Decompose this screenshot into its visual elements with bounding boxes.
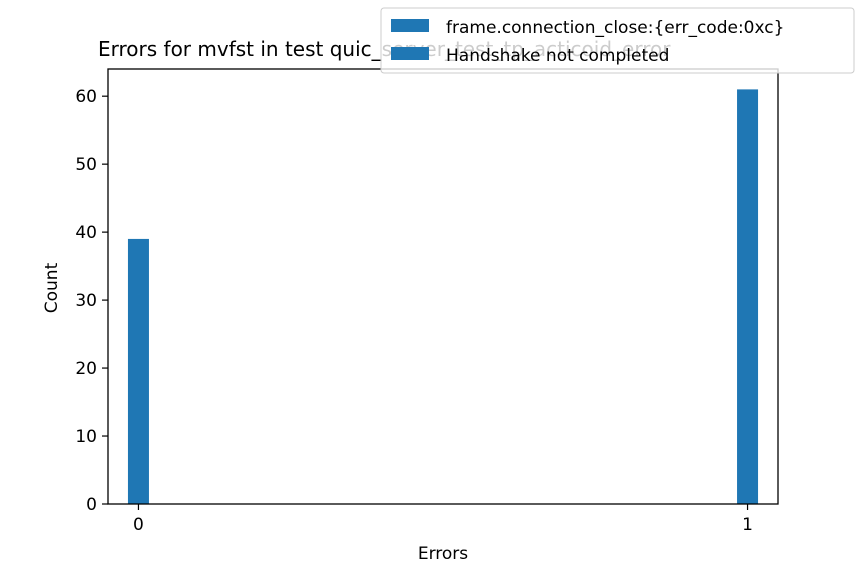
y-tick-label-0: 0	[86, 495, 97, 515]
legend-swatch-1	[391, 47, 429, 60]
y-tick-label-10: 10	[75, 427, 97, 447]
y-tick-label-30: 30	[75, 291, 97, 311]
y-tick-label-40: 40	[75, 223, 97, 243]
x-tick-label-1: 1	[742, 515, 753, 535]
legend-box	[380, 7, 855, 74]
axes-frame	[107, 68, 779, 505]
legend-label-0: frame.connection_close:{err_code:0xc}	[446, 18, 784, 38]
bar-1	[737, 89, 759, 504]
x-tick-label-0: 0	[133, 515, 144, 535]
legend-label-1: Handshake not completed	[446, 46, 669, 66]
y-tick-label-20: 20	[75, 359, 97, 379]
legend: frame.connection_close:{err_code:0xc} Han…	[380, 7, 855, 74]
legend-swatch-0	[391, 19, 429, 32]
x-axis-label: Errors	[418, 544, 468, 564]
y-tick-label-50: 50	[75, 155, 97, 175]
y-axis-label: Count	[42, 262, 62, 313]
y-tick-label-60: 60	[75, 87, 97, 107]
bar-0	[127, 238, 149, 504]
